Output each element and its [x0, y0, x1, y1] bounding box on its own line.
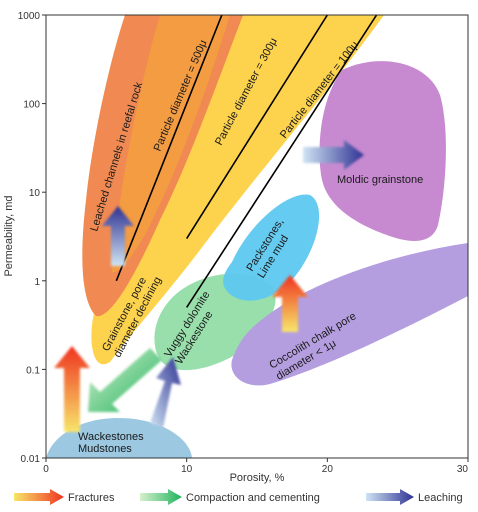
- y-tick-label: 0.01: [21, 454, 41, 465]
- legend: Fractures Compaction and cementing Leach…: [14, 489, 463, 505]
- field-packstones: [223, 194, 320, 301]
- fractures-arrow-right: [272, 275, 308, 332]
- trend-line-500: [115, 15, 223, 282]
- x-axis-label: Porosity, %: [230, 472, 285, 484]
- legend-label-leaching: Leaching: [418, 492, 463, 504]
- trend-line-100: [185, 15, 378, 308]
- x-tick-label: 0: [43, 464, 49, 475]
- legend-swatch-fractures: [14, 489, 64, 505]
- plot-frame: [45, 14, 469, 459]
- y-tick-label: 1: [34, 277, 40, 288]
- field-moldic-grainstone: [319, 61, 446, 241]
- label-wackestones-line2: Mudstones: [78, 443, 132, 455]
- axes: 0.01 0.1 1 10 100 1000 0 10 20 30 Porosity, % Pe…: [3, 11, 469, 484]
- label-moldic-grainstone: Moldic grainstone: [337, 174, 423, 186]
- legend-swatch-compaction: [140, 489, 182, 505]
- y-tick-label: 0.1: [26, 365, 40, 376]
- legend-label-fractures: Fractures: [68, 492, 115, 504]
- compaction-arrow: [88, 348, 162, 412]
- legend-item-fractures: Fractures: [14, 489, 115, 505]
- y-axis-label: Permeability, md: [3, 195, 15, 276]
- y-axis-ticks: 0.01 0.1 1 10 100 1000: [18, 11, 46, 465]
- legend-swatch-leaching: [366, 489, 414, 505]
- x-tick-label: 20: [322, 464, 334, 475]
- x-tick-label: 30: [457, 464, 469, 475]
- leaching-arrow-right: [303, 140, 364, 170]
- legend-item-leaching: Leaching: [366, 489, 463, 505]
- leaching-arrow-top: [102, 206, 134, 266]
- y-tick-label: 1000: [18, 11, 41, 22]
- field-wackestones-mudstones: [46, 418, 192, 458]
- legend-item-compaction: Compaction and cementing: [140, 489, 320, 505]
- y-tick-label: 100: [23, 100, 40, 111]
- process-arrows: [54, 140, 364, 432]
- legend-label-compaction: Compaction and cementing: [186, 492, 320, 504]
- x-tick-label: 10: [181, 464, 193, 475]
- fractures-arrow-left: [54, 346, 90, 432]
- trend-line-300: [185, 15, 329, 239]
- label-wackestones-line1: Wackestones: [78, 431, 144, 443]
- leaching-arrow-bottom: [150, 357, 181, 428]
- trend-lines: [115, 15, 378, 308]
- y-tick-label: 10: [29, 188, 41, 199]
- field-coccolith-chalk: [231, 243, 468, 386]
- x-axis-ticks: 0 10 20 30: [43, 458, 469, 475]
